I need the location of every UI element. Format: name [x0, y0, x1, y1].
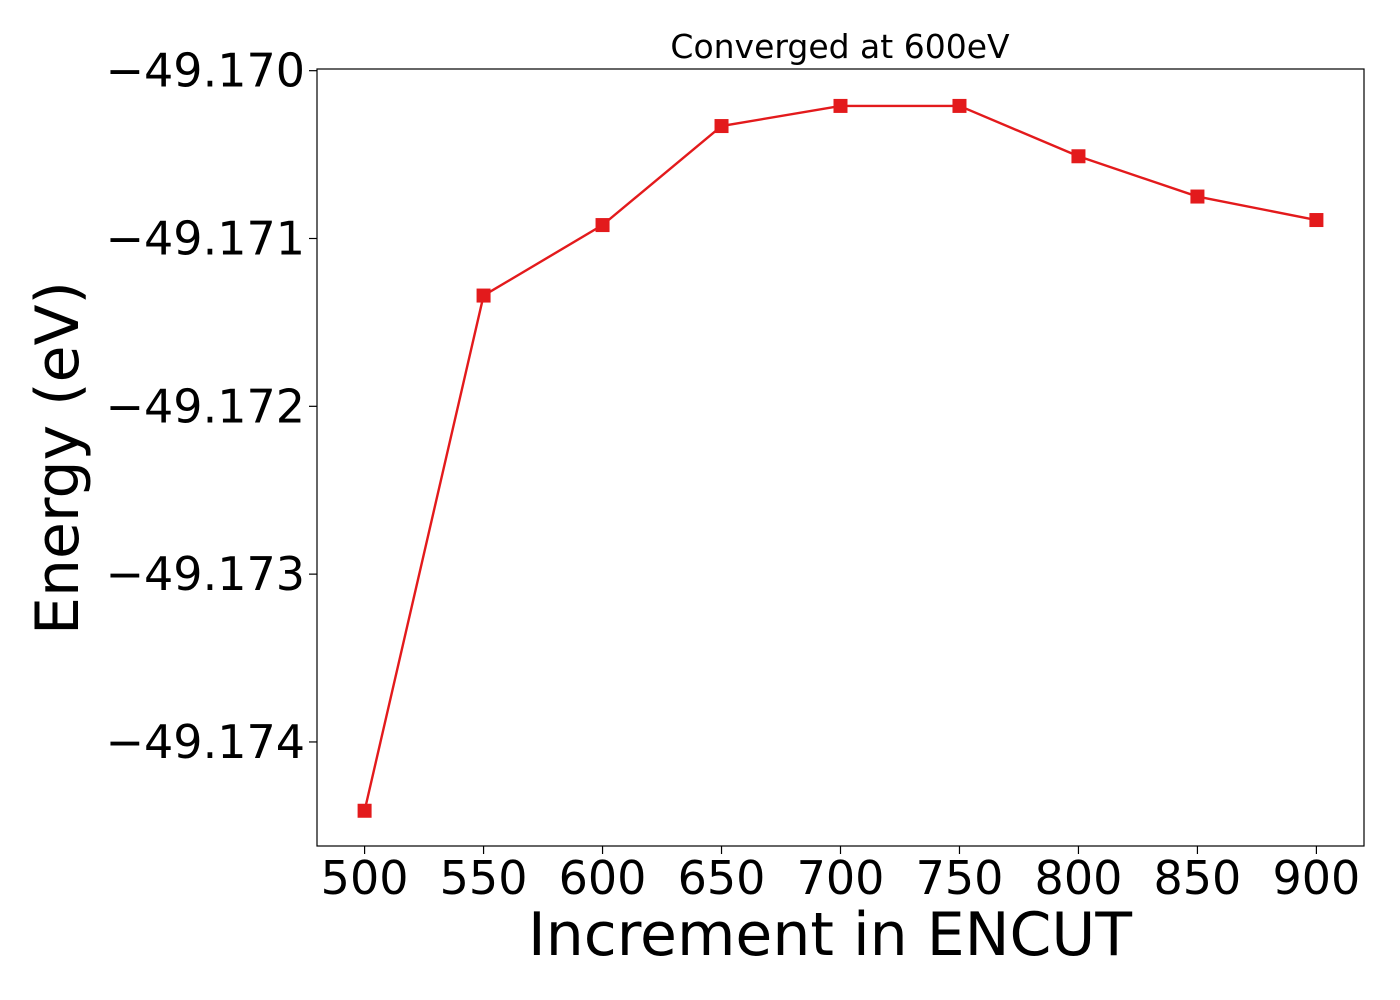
- y-tick-label: −49.170: [106, 44, 306, 98]
- series-group: [357, 98, 1324, 818]
- y-axis-title: Energy (eV): [23, 281, 93, 635]
- y-tick-label: −49.174: [106, 715, 306, 769]
- y-tick-label: −49.173: [106, 547, 306, 601]
- x-tick-label: 650: [678, 851, 766, 905]
- y-tick-label: −49.171: [106, 211, 306, 265]
- x-tick-label: 700: [797, 851, 885, 905]
- x-tick-label: 750: [916, 851, 1004, 905]
- data-point-marker: [1071, 149, 1086, 164]
- data-point-marker: [595, 218, 610, 233]
- x-axis-title: Increment in ENCUT: [528, 900, 1132, 970]
- x-tick-label: 800: [1035, 851, 1123, 905]
- x-axis: 500 550 600 650 700 750 800 850 900: [321, 846, 1361, 905]
- series-line: [363, 104, 1317, 812]
- chart-title: Converged at 600eV: [670, 27, 1010, 66]
- x-tick-label: 500: [321, 851, 409, 905]
- data-point-marker: [714, 119, 729, 134]
- data-point-marker: [1309, 213, 1324, 228]
- x-tick-label: 900: [1273, 851, 1361, 905]
- data-point-marker: [833, 98, 848, 113]
- y-tick-label: −49.172: [106, 379, 306, 433]
- x-tick-label: 600: [559, 851, 647, 905]
- y-axis: −49.170 −49.171 −49.172 −49.173 −49.174: [106, 44, 317, 769]
- x-tick-label: 550: [440, 851, 528, 905]
- plot-area-frame: [316, 68, 1365, 847]
- data-point-marker: [476, 288, 491, 303]
- data-point-marker: [357, 803, 372, 818]
- x-tick-label: 850: [1154, 851, 1242, 905]
- data-point-marker: [1190, 189, 1205, 204]
- data-point-marker: [952, 98, 967, 113]
